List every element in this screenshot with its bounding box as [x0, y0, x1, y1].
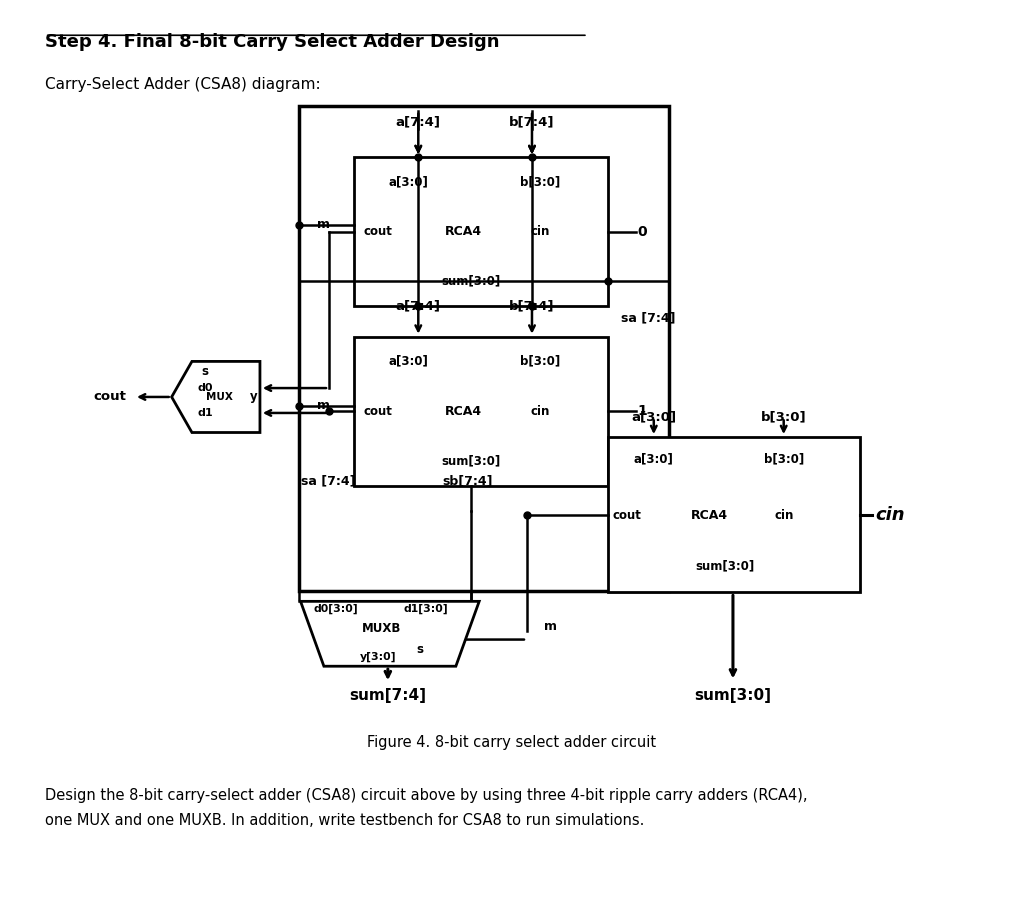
Text: a[7:4]: a[7:4] [396, 115, 440, 128]
Polygon shape [301, 601, 479, 666]
Text: b[3:0]: b[3:0] [520, 355, 560, 368]
Text: cout: cout [93, 390, 126, 404]
Text: one MUX and one MUXB. In addition, write testbench for CSA8 to run simulations.: one MUX and one MUXB. In addition, write… [45, 813, 644, 828]
Text: d1: d1 [197, 408, 213, 418]
Polygon shape [172, 361, 260, 432]
Text: sum[3:0]: sum[3:0] [695, 560, 755, 572]
Text: sum[3:0]: sum[3:0] [441, 275, 501, 288]
Text: Carry-Select Adder (CSA8) diagram:: Carry-Select Adder (CSA8) diagram: [45, 77, 321, 92]
Text: sa [7:4]: sa [7:4] [301, 474, 355, 487]
Text: sum[7:4]: sum[7:4] [349, 688, 426, 703]
Text: cout: cout [364, 405, 392, 418]
Text: b[3:0]: b[3:0] [764, 453, 804, 466]
FancyBboxPatch shape [608, 437, 860, 592]
FancyBboxPatch shape [354, 336, 608, 486]
Text: Design the 8-bit carry-select adder (CSA8) circuit above by using three 4-bit ri: Design the 8-bit carry-select adder (CSA… [45, 788, 807, 803]
Text: MUX: MUX [206, 392, 232, 402]
Text: a[3:0]: a[3:0] [388, 355, 428, 368]
Text: d0[3:0]: d0[3:0] [313, 604, 358, 614]
Text: a[3:0]: a[3:0] [631, 411, 676, 424]
Text: s: s [201, 365, 208, 378]
Text: b[7:4]: b[7:4] [509, 300, 555, 313]
Text: y[3:0]: y[3:0] [359, 651, 396, 662]
Text: cin: cin [530, 405, 550, 418]
Text: sb[7:4]: sb[7:4] [442, 474, 494, 487]
Text: RCA4: RCA4 [691, 509, 728, 522]
Text: b[3:0]: b[3:0] [761, 411, 807, 424]
Text: cout: cout [613, 509, 642, 522]
Text: a[3:0]: a[3:0] [388, 176, 428, 188]
Text: 1: 1 [638, 405, 647, 418]
Text: sum[3:0]: sum[3:0] [441, 455, 501, 467]
Text: d1[3:0]: d1[3:0] [403, 604, 447, 614]
Text: cin: cin [876, 506, 904, 524]
Text: a[3:0]: a[3:0] [634, 453, 674, 466]
Text: cout: cout [364, 225, 392, 239]
Text: RCA4: RCA4 [444, 405, 481, 418]
Text: b[3:0]: b[3:0] [520, 176, 560, 188]
Text: d0: d0 [197, 383, 213, 393]
Text: Step 4. Final 8-bit Carry Select Adder Design: Step 4. Final 8-bit Carry Select Adder D… [45, 32, 500, 50]
FancyBboxPatch shape [299, 107, 669, 591]
Text: m: m [317, 218, 331, 231]
Text: 0: 0 [638, 224, 647, 239]
Text: RCA4: RCA4 [444, 225, 481, 239]
Text: sum[3:0]: sum[3:0] [694, 688, 771, 703]
Text: a[7:4]: a[7:4] [396, 300, 440, 313]
Text: m: m [317, 399, 331, 413]
Text: m: m [544, 620, 557, 632]
Text: MUXB: MUXB [362, 622, 401, 634]
Text: s: s [417, 643, 423, 656]
Text: Figure 4. 8-bit carry select adder circuit: Figure 4. 8-bit carry select adder circu… [368, 735, 656, 750]
Text: y: y [250, 390, 257, 404]
Text: b[7:4]: b[7:4] [509, 115, 555, 128]
Text: cin: cin [530, 225, 550, 239]
FancyBboxPatch shape [354, 157, 608, 306]
Text: cin: cin [774, 509, 794, 522]
Text: sa [7:4]: sa [7:4] [622, 311, 676, 325]
